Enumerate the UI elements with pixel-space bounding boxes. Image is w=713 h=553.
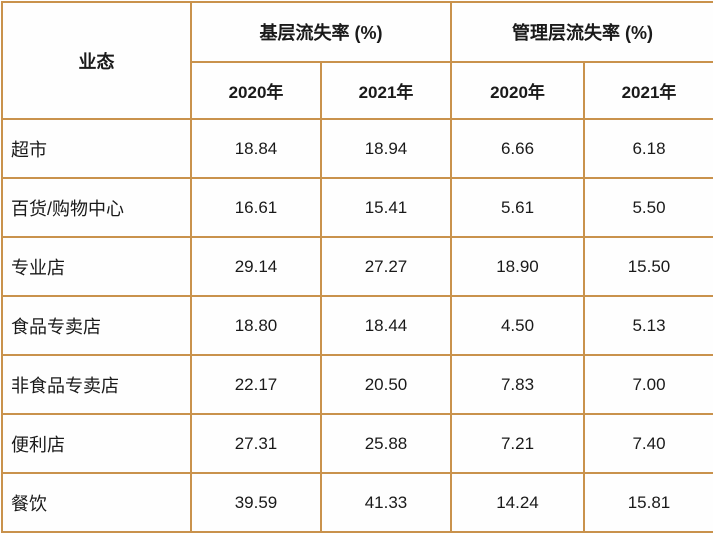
cell-value: 5.13 [583, 295, 713, 356]
year-header-management-2020: 2020年 [450, 61, 585, 120]
cell-value: 22.17 [190, 354, 322, 415]
group-header-management-turnover: 管理层流失率 (%) [450, 1, 713, 63]
turnover-table: 业态 基层流失率 (%) 管理层流失率 (%) 2020年 2021年 2020… [1, 1, 713, 533]
row-label-food-specialty-store: 食品专卖店 [1, 295, 192, 356]
cell-value: 7.00 [583, 354, 713, 415]
table-row: 非食品专卖店 22.17 20.50 7.83 7.00 [1, 354, 713, 415]
table-row: 百货/购物中心 16.61 15.41 5.61 5.50 [1, 177, 713, 238]
corner-header-yetai: 业态 [1, 1, 192, 120]
cell-value: 41.33 [320, 472, 452, 533]
year-header-frontline-2021: 2021年 [320, 61, 452, 120]
cell-value: 25.88 [320, 413, 452, 474]
cell-value: 5.50 [583, 177, 713, 238]
cell-value: 7.21 [450, 413, 585, 474]
row-label-department-store: 百货/购物中心 [1, 177, 192, 238]
table-row: 餐饮 39.59 41.33 14.24 15.81 [1, 472, 713, 533]
cell-value: 20.50 [320, 354, 452, 415]
cell-value: 14.24 [450, 472, 585, 533]
cell-value: 15.81 [583, 472, 713, 533]
cell-value: 39.59 [190, 472, 322, 533]
row-label-nonfood-specialty-store: 非食品专卖店 [1, 354, 192, 415]
row-label-convenience-store: 便利店 [1, 413, 192, 474]
cell-value: 18.94 [320, 118, 452, 179]
cell-value: 18.44 [320, 295, 452, 356]
header-row-groups: 业态 基层流失率 (%) 管理层流失率 (%) [1, 1, 713, 120]
table-row: 专业店 29.14 27.27 18.90 15.50 [1, 236, 713, 297]
table-row: 食品专卖店 18.80 18.44 4.50 5.13 [1, 295, 713, 356]
row-label-supermarket: 超市 [1, 118, 192, 179]
row-label-catering: 餐饮 [1, 472, 192, 533]
cell-value: 16.61 [190, 177, 322, 238]
cell-value: 27.27 [320, 236, 452, 297]
group-header-frontline-turnover: 基层流失率 (%) [190, 1, 452, 63]
table-row: 便利店 27.31 25.88 7.21 7.40 [1, 413, 713, 474]
row-label-specialty-store: 专业店 [1, 236, 192, 297]
year-header-frontline-2020: 2020年 [190, 61, 322, 120]
cell-value: 18.84 [190, 118, 322, 179]
cell-value: 27.31 [190, 413, 322, 474]
cell-value: 15.50 [583, 236, 713, 297]
header-row-years: 2020年 2021年 2020年 2021年 [2, 61, 713, 120]
cell-value: 7.83 [450, 354, 585, 415]
cell-value: 6.18 [583, 118, 713, 179]
cell-value: 18.80 [190, 295, 322, 356]
cell-value: 5.61 [450, 177, 585, 238]
year-header-management-2021: 2021年 [583, 61, 713, 120]
cell-value: 15.41 [320, 177, 452, 238]
cell-value: 18.90 [450, 236, 585, 297]
cell-value: 6.66 [450, 118, 585, 179]
cell-value: 4.50 [450, 295, 585, 356]
cell-value: 7.40 [583, 413, 713, 474]
cell-value: 29.14 [190, 236, 322, 297]
table-row: 超市 18.84 18.94 6.66 6.18 [1, 118, 713, 179]
